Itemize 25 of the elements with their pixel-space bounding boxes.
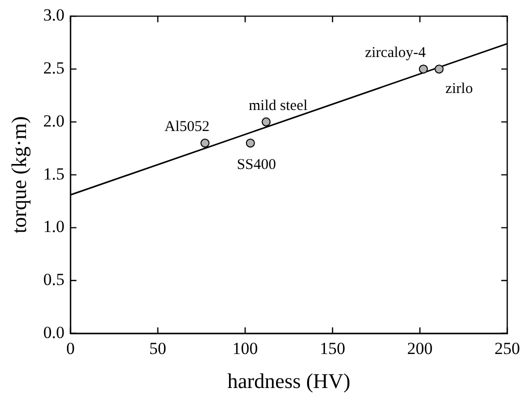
y-tick-label: 1.0 <box>43 217 64 236</box>
y-tick-label: 2.5 <box>43 58 64 78</box>
annotation: zirlo <box>445 81 473 98</box>
y-tick-label: 1.5 <box>43 164 64 184</box>
point <box>434 64 444 74</box>
annotation: mild steel <box>248 98 308 114</box>
point <box>200 138 210 148</box>
x-tick-label: 100 <box>232 339 258 358</box>
x-axis-title: hardness (HV) <box>227 368 350 393</box>
x-tick-label: 50 <box>149 339 166 358</box>
x-tick-label: 150 <box>320 339 346 358</box>
y-axis-title: torque (kg·m) <box>7 116 32 234</box>
point <box>418 64 428 74</box>
annotation: Al5052 <box>164 119 210 136</box>
y-tick-label: 3.0 <box>43 6 64 25</box>
y-tick-label: 0.0 <box>43 322 64 342</box>
point <box>246 138 255 148</box>
x-tick-label: 200 <box>407 339 433 358</box>
annotation: SS400 <box>236 157 276 174</box>
x-tick-label: 250 <box>494 339 520 358</box>
x-tick-label: 0 <box>66 339 75 358</box>
point <box>262 117 271 126</box>
y-tick-label: 2.0 <box>43 111 64 130</box>
y-tick-label: 0.5 <box>43 270 64 289</box>
annotation: zircaloy-4 <box>364 45 426 62</box>
